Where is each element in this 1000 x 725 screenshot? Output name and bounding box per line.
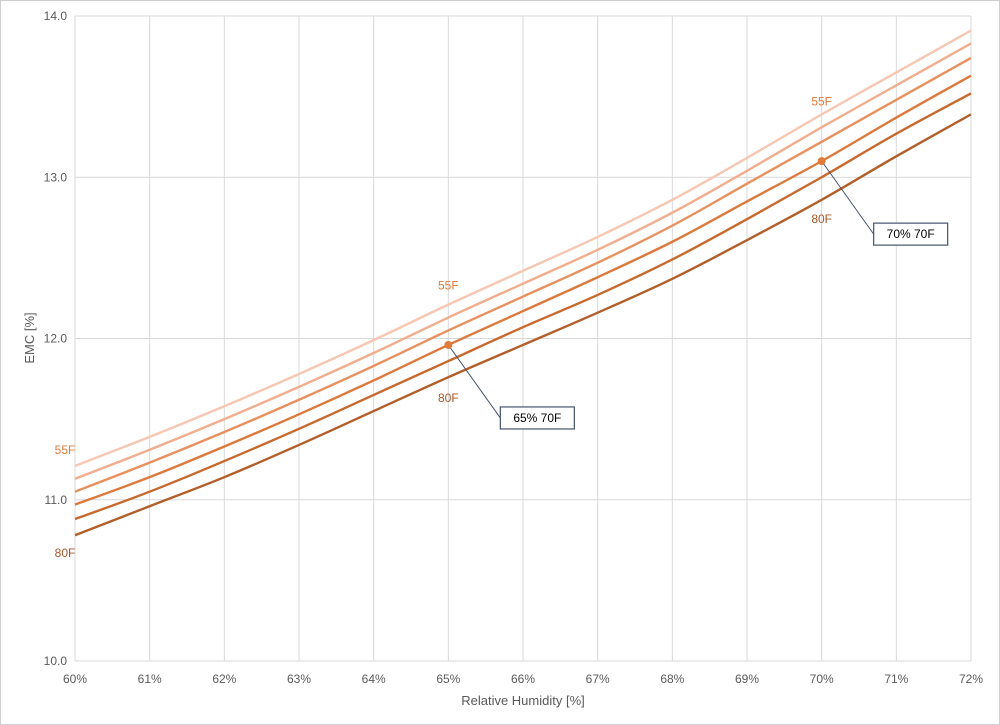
series-line-1	[74, 29, 972, 468]
x-tick-label: 70%	[810, 672, 834, 686]
x-tick-label: 65%	[436, 672, 460, 686]
callout-label: 70% 70F	[887, 227, 935, 241]
x-tick-label: 64%	[362, 672, 386, 686]
x-tick-label: 67%	[586, 672, 610, 686]
x-tick-label: 66%	[511, 672, 535, 686]
curve-label: 55F	[438, 278, 459, 292]
callout-leader	[821, 160, 875, 235]
x-tick-label: 68%	[660, 672, 684, 686]
x-tick-label: 72%	[959, 672, 983, 686]
curve-label: 55F	[55, 443, 76, 457]
x-tick-label: 61%	[138, 672, 162, 686]
y-tick-label: 14.0	[44, 9, 68, 23]
callout-box	[873, 222, 949, 246]
series-line-6	[74, 113, 972, 537]
curve-label: 55F	[811, 94, 832, 108]
curve-label: 80F	[438, 391, 459, 405]
callout-leader	[447, 344, 501, 419]
x-tick-label: 71%	[884, 672, 908, 686]
x-tick-label: 62%	[212, 672, 236, 686]
data-point-marker	[444, 340, 453, 349]
gridlines	[74, 15, 972, 662]
series-line-2	[74, 42, 972, 480]
curve-label: 80F	[55, 546, 76, 560]
curve-label: 80F	[811, 212, 832, 226]
y-tick-label: 12.0	[44, 332, 68, 346]
y-tick-label: 11.0	[45, 493, 68, 507]
x-tick-label: 69%	[735, 672, 759, 686]
x-tick-label: 63%	[287, 672, 311, 686]
x-axis-title: Relative Humidity [%]	[461, 693, 585, 708]
annotations: 65% 70F 70% 70F	[444, 157, 949, 430]
y-tick-label: 13.0	[44, 170, 68, 184]
series-line-5	[74, 92, 972, 521]
curve-labels: 55F 80F 55F 80F 55F 80F	[55, 94, 832, 560]
y-axis-title: EMC [%]	[22, 312, 37, 363]
tick-labels: 60% 61% 62% 63% 64% 65% 66% 67% 68% 69% 70% 71% 72% 1…	[44, 9, 984, 686]
callout-label: 65% 70F	[513, 411, 561, 425]
series-line-3	[74, 56, 972, 493]
callout-box	[499, 406, 575, 430]
data-point-marker	[817, 157, 826, 166]
y-tick-label: 10.0	[44, 654, 68, 668]
x-tick-label: 60%	[63, 672, 87, 686]
